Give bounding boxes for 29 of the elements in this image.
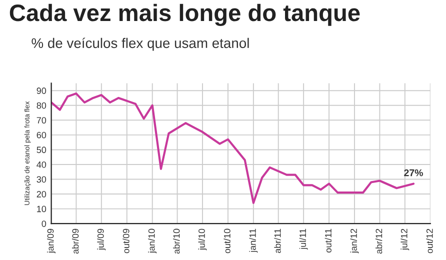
x-tick-label: jul/10 [198,228,207,250]
x-tick-label: abr/09 [72,228,79,254]
x-tick-label: out/09 [122,228,130,254]
y-tick-label: 70 [36,117,46,124]
y-tick-label: 90 [36,88,46,94]
x-tick-label: out/11 [324,228,332,253]
x-tick-label: jul/11 [299,228,308,250]
x-tick-label: abr/11 [274,228,281,254]
x-tick-label: jul/09 [97,228,106,250]
y-tick-label: 60 [36,132,46,138]
chart-title: Cada vez mais longe do tanque [10,4,360,26]
x-tick-label: jan/09 [47,228,56,254]
x-tick-label: out/10 [224,228,230,254]
x-tick-label: jan/10 [148,228,157,254]
y-tick-label: 40 [36,161,46,168]
x-tick-label: out/12 [426,228,433,254]
x-tick-label: jul/12 [400,228,410,250]
x-tick-label: jan/11 [249,228,258,253]
y-tick-label: 0 [42,220,46,227]
x-tick-label: jan/12 [350,228,359,254]
y-tick-label: 80 [36,102,46,109]
x-tick-label: abr/10 [173,228,180,254]
y-tick-label: 20 [36,191,46,198]
x-tick-label: abr/12 [376,228,382,254]
y-tick-label: 30 [36,176,46,183]
y-tick-label: 50 [36,146,46,154]
chart-subtitle: % de veículos flex que usam etanol [32,38,249,51]
annotation: 27% [404,169,423,176]
y-tick-label: 10 [37,206,46,212]
